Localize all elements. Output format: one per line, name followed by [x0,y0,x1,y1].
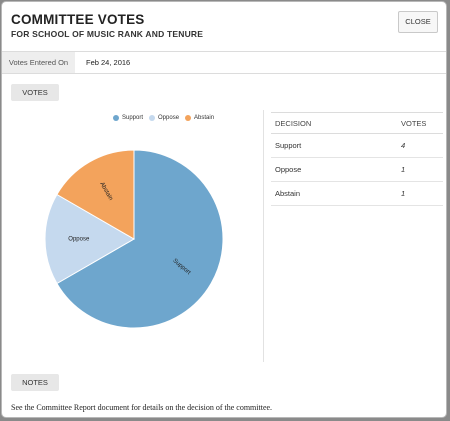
chart-legend: Support Oppose Abstain [113,115,214,121]
pie-label-oppose: Oppose [68,237,90,243]
pie-slice-support [56,149,224,329]
notes-section-button[interactable]: NOTES [11,374,59,391]
votes-cell: 1 [397,157,443,182]
header-decision: DECISION [271,112,397,134]
votes-entered-date: Feb 24, 2016 [86,58,131,67]
table-row: Abstain 1 [271,181,443,206]
notes-text: See the Committee Report document for de… [11,403,273,412]
decision-cell: Abstain [271,181,397,206]
legend-item-support: Support [113,115,143,121]
legend-item-oppose: Oppose [149,115,179,121]
legend-swatch-abstain [185,115,192,121]
votes-section-button[interactable]: VOTES [11,84,59,101]
legend-label-support: Support [122,115,144,121]
close-button[interactable]: CLOSE [398,11,438,33]
table-row: Oppose 1 [271,157,443,182]
dialog-subtitle: FOR SCHOOL OF MUSIC RANK AND TENURE [11,29,204,39]
legend-item-abstain: Abstain [185,115,214,121]
legend-swatch-oppose [149,115,156,121]
header-votes: VOTES [397,112,443,134]
table-header-row: DECISION VOTES [271,112,443,134]
section-divider [263,110,264,362]
legend-swatch-support [113,115,119,121]
legend-label-oppose: Oppose [158,115,180,121]
pie-slice-oppose [44,193,136,285]
votes-entered-row: Votes Entered On Feb 24, 2016 [2,51,446,74]
votes-cell: 4 [397,133,443,158]
votes-entered-label: Votes Entered On [2,52,75,73]
decisions-table: DECISION VOTES Support 4 Oppose 1 Abstai… [271,112,443,206]
decision-cell: Support [271,133,397,158]
pie-slice-abstain [56,149,135,240]
votes-cell: 1 [397,181,443,206]
dialog-title: COMMITTEE VOTES [11,12,145,27]
table-row: Support 4 [271,133,443,158]
decision-cell: Oppose [271,157,397,182]
legend-label-abstain: Abstain [194,115,215,121]
